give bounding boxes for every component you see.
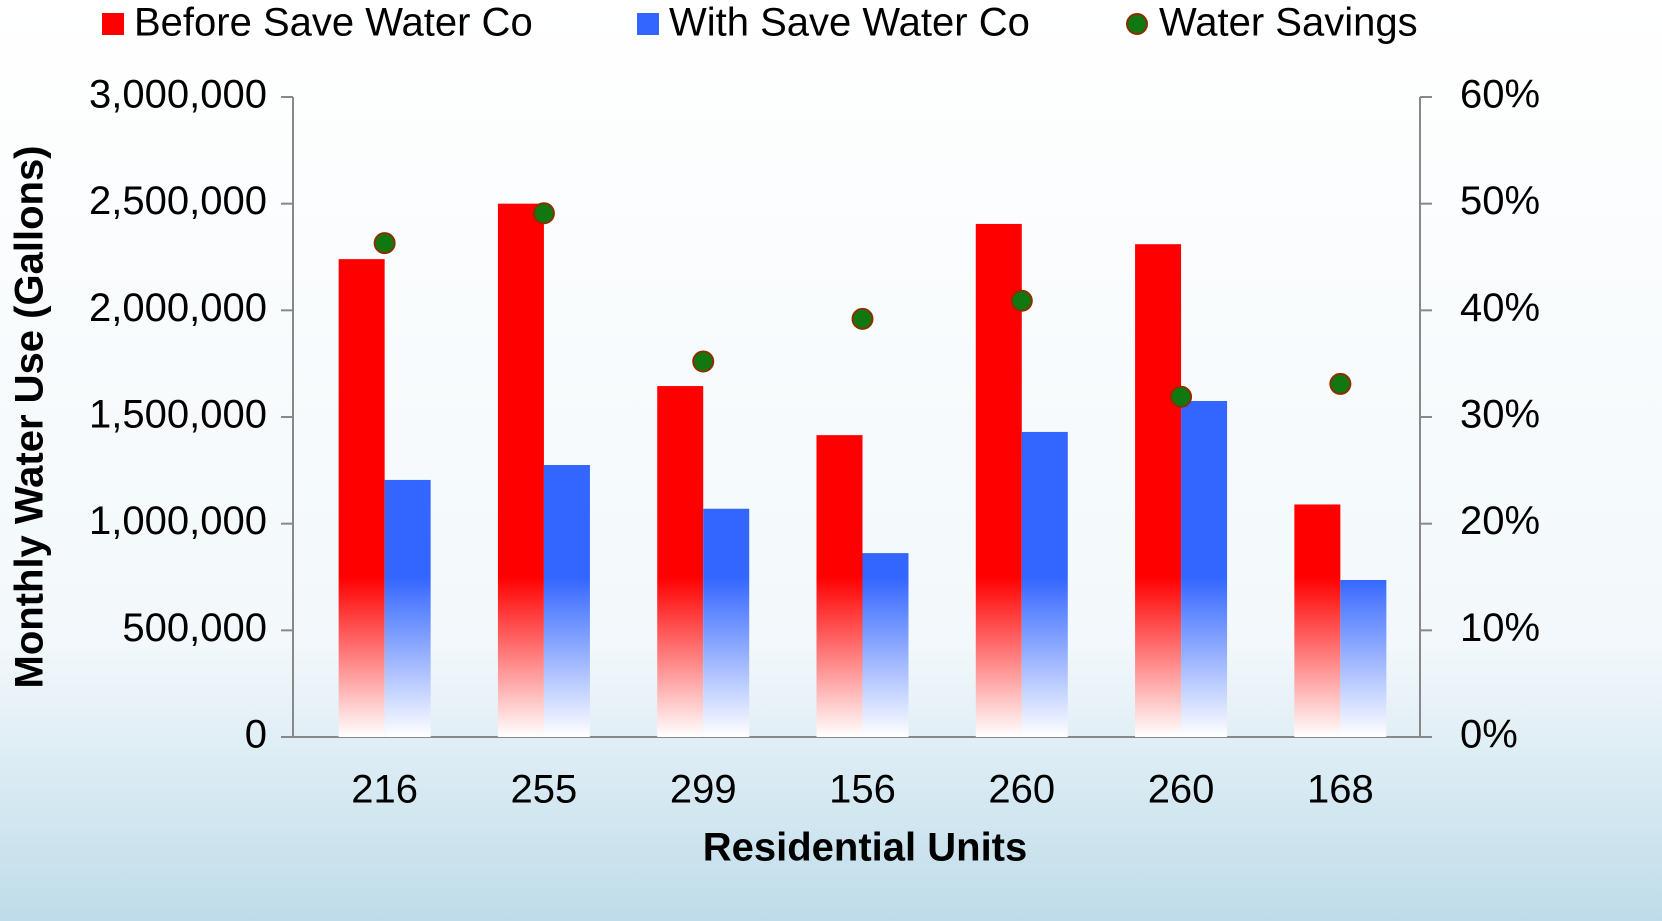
y-tick-label: 0 xyxy=(245,713,267,757)
y-axis-title: Monthly Water Use (Gallons) xyxy=(8,145,52,688)
bar xyxy=(1021,431,1068,737)
dot xyxy=(1010,289,1033,312)
dot xyxy=(373,232,396,255)
bar xyxy=(975,223,1022,737)
legend-marker xyxy=(1126,13,1148,35)
x-tick-label: 260 xyxy=(1148,768,1215,812)
bar xyxy=(1181,401,1228,737)
bar xyxy=(703,508,750,737)
bar xyxy=(338,259,385,737)
bar xyxy=(1340,579,1387,737)
bar xyxy=(1135,244,1182,737)
bar xyxy=(384,479,431,737)
dot xyxy=(1170,385,1193,408)
y-tick-label: 1,000,000 xyxy=(89,499,267,543)
dot xyxy=(692,350,715,373)
bar xyxy=(497,203,544,737)
bar xyxy=(1294,504,1341,737)
bar xyxy=(543,465,590,737)
x-tick-label: 299 xyxy=(670,768,737,812)
y2-tick-label: 60% xyxy=(1460,73,1540,117)
y2-tick-label: 0% xyxy=(1460,713,1518,757)
bar xyxy=(862,553,909,737)
legend-marker xyxy=(102,13,124,35)
legend-marker xyxy=(637,13,659,35)
legend-label: Water Savings xyxy=(1159,1,1418,45)
y-tick-label: 3,000,000 xyxy=(89,73,267,117)
y2-tick-label: 40% xyxy=(1460,286,1540,330)
x-tick-label: 216 xyxy=(351,768,418,812)
y-tick-label: 1,500,000 xyxy=(89,393,267,437)
y-tick-label: 2,500,000 xyxy=(89,179,267,223)
y2-tick-label: 50% xyxy=(1460,179,1540,223)
x-tick-label: 255 xyxy=(511,768,578,812)
x-tick-label: 168 xyxy=(1307,768,1374,812)
y-tick-label: 2,000,000 xyxy=(89,286,267,330)
legend-label: Before Save Water Co xyxy=(134,1,533,45)
x-tick-label: 260 xyxy=(988,768,1055,812)
y2-tick-label: 10% xyxy=(1460,606,1540,650)
dot xyxy=(1329,372,1352,395)
dot xyxy=(532,202,555,225)
bar xyxy=(816,435,863,737)
dot xyxy=(851,307,874,330)
y2-tick-label: 30% xyxy=(1460,393,1540,437)
y-tick-label: 500,000 xyxy=(122,606,267,650)
x-tick-label: 156 xyxy=(829,768,896,812)
y2-tick-label: 20% xyxy=(1460,499,1540,543)
bar xyxy=(657,386,704,737)
legend-label: With Save Water Co xyxy=(669,1,1030,45)
x-axis-title: Residential Units xyxy=(703,826,1028,870)
